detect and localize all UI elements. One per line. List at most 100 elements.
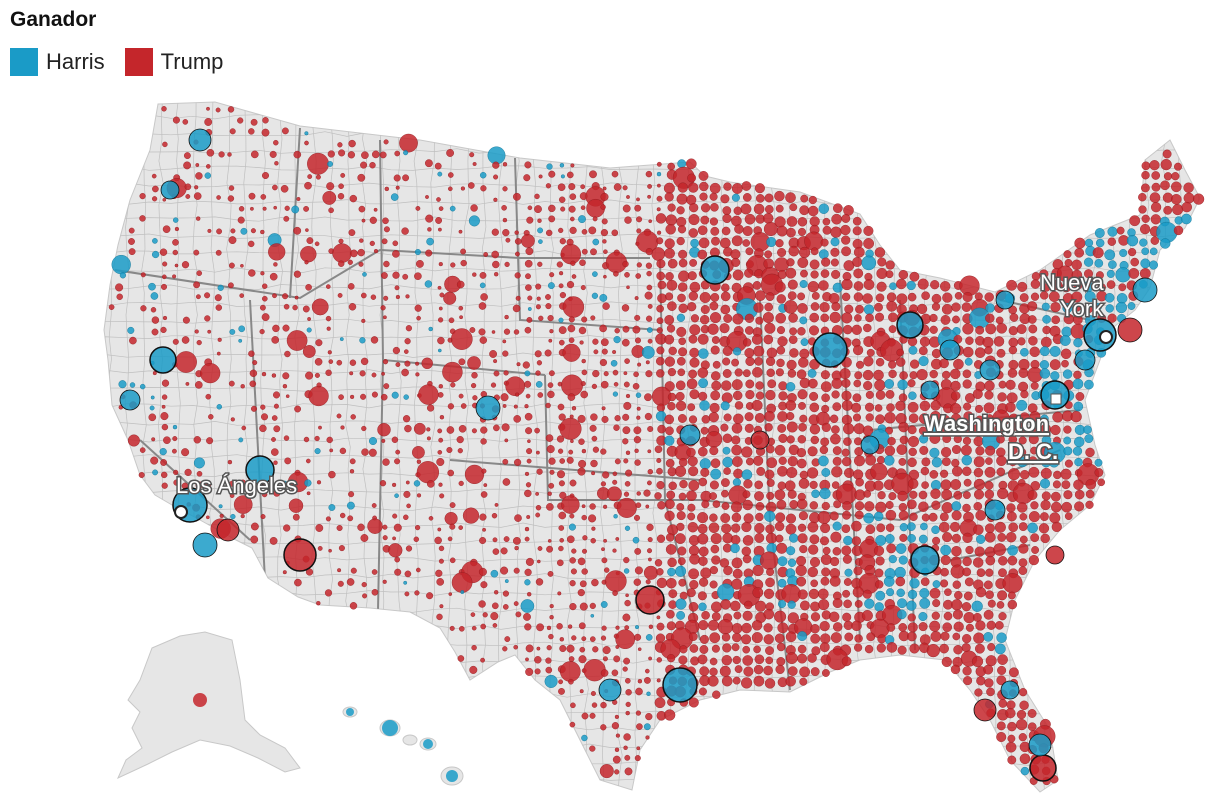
county-result-dot bbox=[721, 633, 731, 642]
county-result-dot bbox=[250, 228, 256, 234]
county-result-dot bbox=[742, 554, 752, 564]
legend-item-trump[interactable]: Trump bbox=[124, 48, 223, 76]
county-result-dot bbox=[602, 656, 608, 662]
county-result-dot bbox=[774, 489, 786, 501]
county-result-dot bbox=[129, 382, 136, 388]
county-result-dot bbox=[656, 615, 661, 620]
county-result-dot bbox=[625, 701, 631, 708]
county-result-dot bbox=[632, 536, 640, 544]
county-result-dot bbox=[1007, 755, 1017, 765]
county-result-dot bbox=[469, 665, 478, 674]
county-result-dot bbox=[361, 581, 367, 588]
county-result-dot bbox=[644, 291, 653, 300]
county-result-dot bbox=[402, 174, 409, 182]
county-result-dot bbox=[775, 368, 784, 377]
county-result-dot bbox=[1008, 458, 1017, 467]
county-result-dot bbox=[888, 492, 897, 501]
county-result-dot bbox=[458, 393, 464, 399]
county-result-dot bbox=[487, 146, 506, 165]
county-result-dot bbox=[1084, 379, 1094, 390]
county-result-dot bbox=[559, 163, 565, 168]
county-result-dot bbox=[622, 613, 631, 622]
county-result-dot bbox=[897, 645, 907, 655]
county-result-dot bbox=[469, 327, 476, 333]
county-result-dot bbox=[666, 578, 677, 589]
county-result-dot bbox=[491, 602, 499, 610]
county-result-dot bbox=[720, 401, 730, 411]
county-result-dot bbox=[623, 381, 630, 388]
county-result-dot bbox=[896, 357, 906, 367]
county-result-dot bbox=[866, 348, 875, 357]
county-result-dot bbox=[636, 228, 642, 234]
county-result-dot bbox=[612, 369, 619, 376]
county-result-dot bbox=[1028, 434, 1039, 445]
county-result-dot bbox=[1006, 279, 1017, 291]
county-result-dot bbox=[406, 503, 411, 509]
county-result-dot bbox=[450, 262, 456, 268]
county-result-dot bbox=[602, 186, 607, 191]
legend-item-harris[interactable]: Harris bbox=[10, 48, 105, 76]
county-result-dot bbox=[786, 421, 798, 433]
county-result-dot bbox=[547, 390, 555, 399]
county-result-dot bbox=[777, 622, 789, 634]
county-result-dot bbox=[919, 434, 929, 444]
county-result-dot bbox=[776, 642, 786, 652]
county-result-dot bbox=[688, 632, 698, 641]
county-result-dot bbox=[797, 389, 808, 400]
county-result-dot bbox=[447, 172, 454, 178]
county-result-dot bbox=[895, 543, 907, 554]
county-result-dot bbox=[449, 625, 455, 631]
county-result-dot bbox=[1160, 180, 1170, 191]
county-result-dot bbox=[861, 610, 873, 622]
county-result-dot bbox=[962, 369, 972, 379]
county-result-dot bbox=[1107, 226, 1118, 237]
county-result-dot bbox=[328, 504, 336, 511]
county-result-dot bbox=[369, 437, 378, 446]
state-border-line bbox=[544, 374, 700, 501]
county-result-dot bbox=[371, 589, 379, 596]
county-result-dot bbox=[865, 524, 876, 535]
county-result-dot bbox=[752, 281, 762, 290]
county-result-dot bbox=[502, 478, 511, 486]
county-result-dot bbox=[425, 214, 434, 223]
county-result-dot bbox=[689, 324, 701, 336]
county-result-dot bbox=[1006, 392, 1018, 404]
county-result-dot bbox=[942, 622, 953, 633]
county-result-dot bbox=[458, 626, 465, 632]
county-result-dot bbox=[1018, 566, 1028, 576]
county-result-dot bbox=[697, 523, 708, 534]
county-result-dot bbox=[752, 366, 763, 378]
county-result-dot bbox=[282, 570, 287, 575]
county-result-dot bbox=[1039, 346, 1050, 357]
county-result-dot bbox=[322, 190, 337, 205]
county-result-dot bbox=[689, 258, 697, 267]
county-result-dot bbox=[193, 457, 205, 469]
county-result-dot bbox=[428, 326, 433, 332]
county-result-dot bbox=[732, 313, 744, 325]
county-result-dot bbox=[1107, 237, 1117, 246]
county-result-dot bbox=[654, 559, 663, 567]
county-result-dot bbox=[1019, 535, 1028, 544]
county-result-dot bbox=[388, 543, 403, 558]
county-result-dot bbox=[215, 304, 223, 311]
county-result-dot bbox=[325, 369, 332, 376]
county-result-dot bbox=[438, 206, 444, 211]
county-result-dot bbox=[745, 379, 755, 389]
county-result-dot bbox=[357, 248, 365, 257]
county-result-dot bbox=[556, 435, 565, 443]
county-result-dot bbox=[940, 281, 951, 292]
metro-dot-trump bbox=[1117, 317, 1143, 343]
county-result-dot bbox=[744, 313, 755, 323]
county-result-dot bbox=[975, 643, 985, 654]
county-result-dot bbox=[357, 173, 366, 182]
county-result-dot bbox=[1183, 192, 1195, 204]
county-result-dot bbox=[1105, 304, 1114, 313]
county-result-dot bbox=[886, 588, 895, 597]
county-result-dot bbox=[721, 489, 729, 498]
county-result-dot bbox=[578, 459, 587, 468]
county-result-dot bbox=[394, 493, 399, 499]
county-result-dot bbox=[546, 503, 554, 511]
county-result-dot bbox=[667, 557, 677, 568]
county-result-dot bbox=[326, 182, 335, 191]
